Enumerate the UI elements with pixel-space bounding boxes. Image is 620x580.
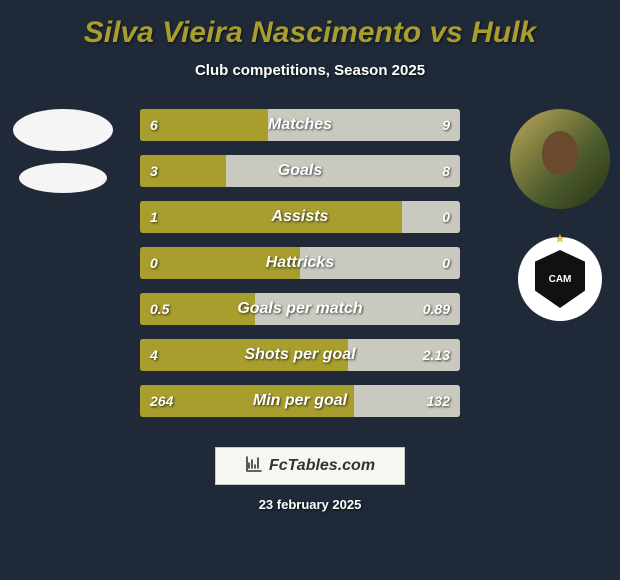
stat-bar-right bbox=[268, 109, 460, 141]
stat-bar-left bbox=[140, 201, 402, 233]
stat-value-left: 6 bbox=[150, 109, 158, 141]
chart-icon bbox=[245, 455, 263, 478]
stat-row: Shots per goal42.13 bbox=[140, 339, 460, 371]
stat-row: Hattricks00 bbox=[140, 247, 460, 279]
stat-value-left: 0 bbox=[150, 247, 158, 279]
stat-value-right: 0.89 bbox=[423, 293, 450, 325]
source-logo-text: FcTables.com bbox=[269, 457, 375, 475]
player-left-placeholder-2 bbox=[19, 163, 107, 193]
stats-area: ★ CAM Matches69Goals38Assists10Hattricks… bbox=[0, 109, 620, 429]
stat-value-right: 9 bbox=[442, 109, 450, 141]
stat-bar-left bbox=[140, 109, 268, 141]
subtitle: Club competitions, Season 2025 bbox=[0, 62, 620, 79]
stat-value-right: 2.13 bbox=[423, 339, 450, 371]
stat-value-left: 3 bbox=[150, 155, 158, 187]
comparison-bars: Matches69Goals38Assists10Hattricks00Goal… bbox=[140, 109, 460, 431]
stat-value-right: 132 bbox=[427, 385, 450, 417]
stat-value-right: 0 bbox=[442, 201, 450, 233]
stat-bar-right bbox=[300, 247, 460, 279]
stat-row: Goals38 bbox=[140, 155, 460, 187]
stat-bar-left bbox=[140, 247, 300, 279]
page-title: Silva Vieira Nascimento vs Hulk bbox=[0, 16, 620, 50]
stat-value-right: 0 bbox=[442, 247, 450, 279]
player-left-placeholder-1 bbox=[13, 109, 113, 151]
stat-bar-right bbox=[226, 155, 460, 187]
stat-value-left: 264 bbox=[150, 385, 173, 417]
player-right-photo bbox=[510, 109, 610, 209]
stat-value-right: 8 bbox=[442, 155, 450, 187]
player-right-column: ★ CAM bbox=[510, 109, 610, 321]
stat-row: Min per goal264132 bbox=[140, 385, 460, 417]
stat-row: Goals per match0.50.89 bbox=[140, 293, 460, 325]
stat-row: Assists10 bbox=[140, 201, 460, 233]
crest-text: CAM bbox=[535, 250, 585, 308]
date-text: 23 february 2025 bbox=[0, 497, 620, 512]
stat-value-left: 0.5 bbox=[150, 293, 169, 325]
player-left-column bbox=[8, 109, 118, 205]
stat-value-left: 1 bbox=[150, 201, 158, 233]
comparison-card: Silva Vieira Nascimento vs Hulk Club com… bbox=[0, 0, 620, 580]
stat-value-left: 4 bbox=[150, 339, 158, 371]
stat-bar-right bbox=[402, 201, 460, 233]
stat-row: Matches69 bbox=[140, 109, 460, 141]
source-logo[interactable]: FcTables.com bbox=[215, 447, 405, 485]
stat-bar-left bbox=[140, 339, 348, 371]
player-right-crest: ★ CAM bbox=[518, 237, 602, 321]
star-icon: ★ bbox=[554, 231, 566, 247]
